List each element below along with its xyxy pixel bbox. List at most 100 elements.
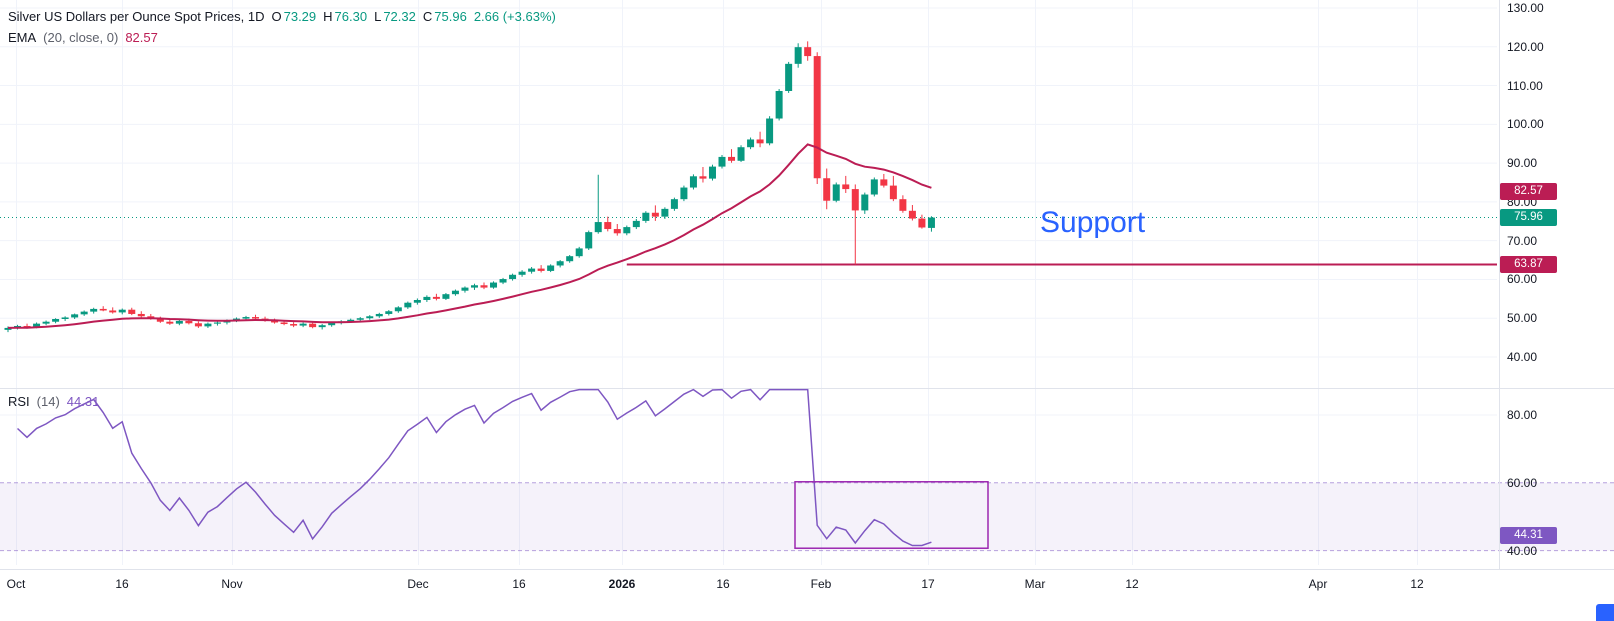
candle-body [385,311,393,314]
last-price-badge[interactable]: 75.96 [1500,209,1557,227]
rsi-legend: RSI (14) 44.31 [8,391,99,412]
time-tick-label: Feb [810,577,832,591]
price-axis[interactable]: 130.00 120.00 110.00 100.00 90.00 80.00 70.00 6… [1500,0,1614,569]
candle-body [718,156,726,167]
candle-body [99,308,107,311]
candle-body [490,282,498,288]
candle-body [299,323,307,326]
time-axis[interactable]: Oct 16 Nov Dec 16 2026 16 Feb 17 Mar 12 Apr 12 [0,570,1614,600]
candle-body [166,321,174,324]
candle-body [23,325,31,328]
candle-body [794,47,802,64]
candle-body [109,310,117,313]
open-value: 73.29 [283,9,317,24]
rsi-band [0,482,1614,551]
price-tick-label: 90.00 [1507,156,1538,171]
candle-body [623,227,631,234]
close-value: 75.96 [434,9,467,24]
candle-body [537,268,545,271]
candle-body [252,317,260,319]
candle-body [470,285,478,288]
candle-body [280,322,288,325]
support-price-badge[interactable]: 63.87 [1500,255,1557,273]
price-tick-label: 60.00 [1507,272,1538,287]
candle-body [156,318,164,322]
candle-body [832,184,840,201]
candle-body [642,212,650,221]
rsi-box-annotation[interactable] [794,481,989,549]
candle-body [80,311,88,315]
ema-price-badge[interactable]: 82.57 [1500,183,1557,201]
time-tick-label: Apr [1308,577,1328,591]
candle-body [71,314,79,318]
candle-body [242,317,250,319]
candle-body [880,179,888,186]
time-tick-label: Dec [407,577,429,591]
ema-params: (20, close, 0) [43,30,119,45]
candle-body [432,296,440,299]
rsi-legend-row[interactable]: RSI (14) 44.31 [8,391,99,412]
candle-body [375,313,383,317]
candle-body [137,313,145,317]
candle-body [480,285,488,288]
candle-body [899,199,907,211]
candle-body [271,320,279,323]
candle-body [404,302,412,308]
ema-legend-row[interactable]: EMA (20, close, 0) 82.57 [8,27,556,48]
candle-body [670,199,678,209]
open-label: O [271,9,282,24]
time-tick-label: Oct [6,577,26,591]
candle-body [804,47,812,57]
candle-body [785,63,793,91]
close-label: C [422,9,433,24]
low-value: 72.32 [383,9,416,24]
price-tick-label: 110.00 [1507,78,1543,93]
candle-body [290,324,298,326]
time-tick-label: Mar [1024,577,1046,591]
candle-body [823,178,831,201]
candle-body [585,232,593,249]
candle-body [756,139,764,144]
candle-body [442,294,450,299]
change-value: 2.66 (+3.63%) [473,9,556,24]
candle-body [594,222,602,233]
time-tick-label: 12 [1125,577,1139,591]
candle-body [194,323,202,327]
candle-body [451,290,459,295]
time-tick-label: 2026 [608,577,636,591]
candle-body [394,307,402,312]
high-label: H [323,9,333,24]
support-annotation-text[interactable]: Support [1040,206,1146,239]
candle-body [33,323,41,328]
candle-body [842,184,850,190]
candle-body [309,323,317,328]
rsi-line [16,388,932,547]
candle-body [689,176,697,188]
price-tick-label: 50.00 [1507,311,1538,326]
time-tick-label: 12 [1410,577,1424,591]
candle-body [61,317,69,319]
candle-body [604,222,612,230]
candle-body [870,179,878,195]
time-tick-label: 16 [115,577,129,591]
rsi-value-badge[interactable]: 44.31 [1500,527,1557,545]
candle-body [728,156,736,161]
candle-body [908,210,916,219]
symbol-legend-row[interactable]: Silver US Dollars per Ounce Spot Prices,… [8,6,556,27]
ema-line[interactable] [7,143,932,329]
candle-body [556,261,564,266]
rsi-tick-label: 40.00 [1507,543,1538,558]
candle-body [499,279,507,283]
rsi-value: 44.31 [66,394,100,409]
time-tick-label: 17 [921,577,935,591]
rsi-params: (14) [36,394,60,409]
candle-body [813,56,821,179]
low-pair: L 72.32 [374,9,416,24]
candle-body [708,166,716,179]
price-tick-label: 130.00 [1507,1,1544,15]
main-legend: Silver US Dollars per Ounce Spot Prices,… [8,6,556,48]
candle-body [889,185,897,200]
bottom-right-corner-button[interactable] [1596,604,1614,621]
